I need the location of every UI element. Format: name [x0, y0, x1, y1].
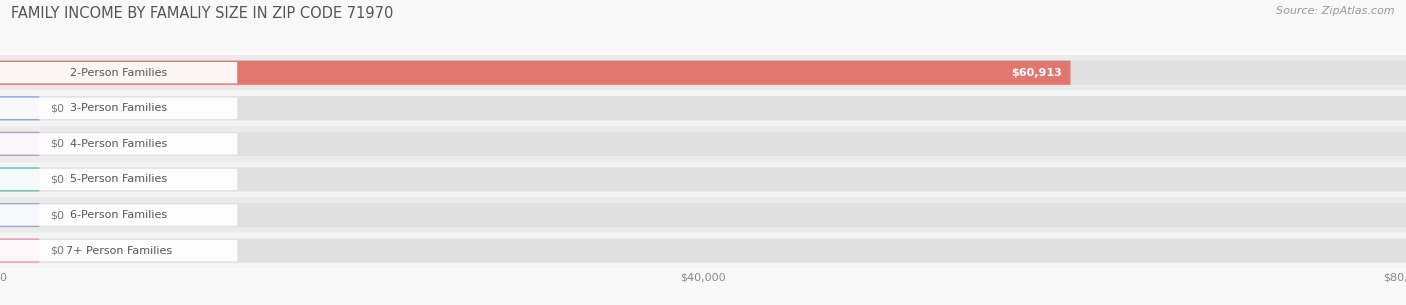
Bar: [0, 91, 1406, 126]
FancyBboxPatch shape: [0, 239, 1406, 263]
Text: Source: ZipAtlas.com: Source: ZipAtlas.com: [1277, 6, 1395, 16]
Text: $0: $0: [51, 139, 63, 149]
FancyBboxPatch shape: [0, 203, 39, 227]
Text: 2-Person Families: 2-Person Families: [70, 68, 167, 78]
FancyBboxPatch shape: [0, 62, 238, 83]
FancyBboxPatch shape: [0, 169, 238, 190]
Bar: [0, 55, 1406, 91]
FancyBboxPatch shape: [0, 167, 1406, 192]
FancyBboxPatch shape: [0, 204, 238, 226]
FancyBboxPatch shape: [0, 240, 238, 261]
FancyBboxPatch shape: [0, 132, 1406, 156]
FancyBboxPatch shape: [0, 133, 238, 155]
FancyBboxPatch shape: [0, 132, 39, 156]
Text: 6-Person Families: 6-Person Families: [70, 210, 167, 220]
Text: $0: $0: [51, 210, 63, 220]
FancyBboxPatch shape: [0, 96, 1406, 120]
FancyBboxPatch shape: [0, 167, 39, 192]
Text: FAMILY INCOME BY FAMALIY SIZE IN ZIP CODE 71970: FAMILY INCOME BY FAMALIY SIZE IN ZIP COD…: [11, 6, 394, 21]
FancyBboxPatch shape: [0, 61, 1070, 85]
Text: $0: $0: [51, 246, 63, 256]
FancyBboxPatch shape: [0, 96, 39, 120]
FancyBboxPatch shape: [0, 239, 39, 263]
Text: 5-Person Families: 5-Person Families: [70, 174, 167, 185]
Bar: [0, 126, 1406, 162]
Text: $0: $0: [51, 103, 63, 113]
FancyBboxPatch shape: [0, 203, 1406, 227]
Text: 4-Person Families: 4-Person Families: [70, 139, 167, 149]
Bar: [0, 162, 1406, 197]
Text: $60,913: $60,913: [1011, 68, 1062, 78]
Bar: [0, 197, 1406, 233]
Text: 3-Person Families: 3-Person Families: [70, 103, 167, 113]
FancyBboxPatch shape: [0, 61, 1406, 85]
Text: $0: $0: [51, 174, 63, 185]
Bar: [0, 233, 1406, 268]
Text: 7+ Person Families: 7+ Person Families: [66, 246, 172, 256]
FancyBboxPatch shape: [0, 98, 238, 119]
